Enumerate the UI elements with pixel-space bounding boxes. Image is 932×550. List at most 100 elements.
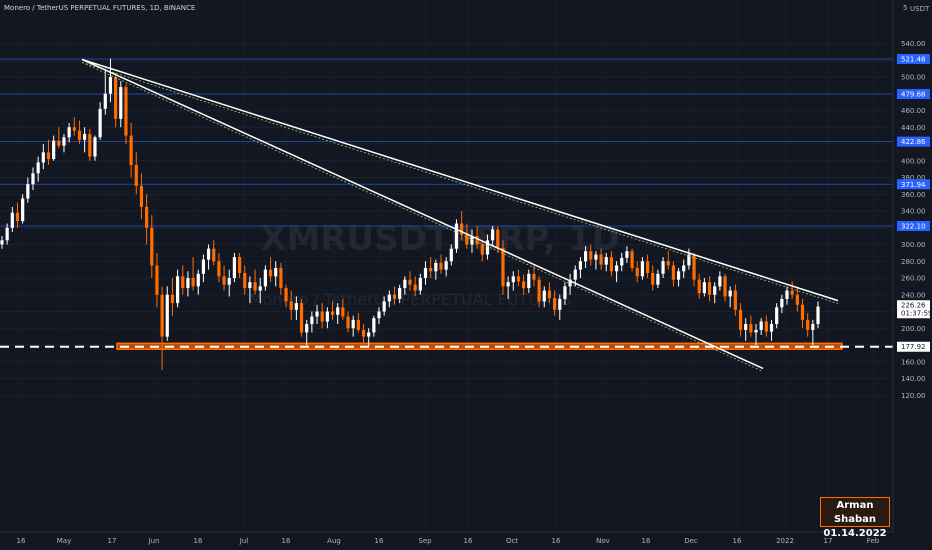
price-level-tag [897, 89, 930, 100]
candle-body [361, 329, 366, 337]
candle-body [413, 284, 417, 291]
candle-body [465, 234, 469, 245]
candle-body [589, 251, 593, 260]
candle-body [547, 290, 552, 299]
candle-body [41, 152, 45, 163]
price-tick-label: 140.00 [901, 375, 926, 383]
candle-body [330, 311, 335, 315]
candle-body [780, 298, 784, 308]
candle-body [816, 306, 820, 325]
candle-body [625, 251, 629, 258]
candle-body [749, 324, 753, 333]
candle-body [310, 316, 314, 325]
watermark-small: Monero / TetherUS PERPETUAL FUTURES [249, 290, 572, 309]
candle-body [583, 251, 588, 262]
candle-body [217, 261, 221, 277]
price-tick-label: 440.00 [901, 124, 926, 132]
price-tick-label: 260.00 [901, 275, 926, 283]
candle-body [656, 273, 660, 285]
support-price-label: 177.92 [901, 343, 926, 351]
current-price-label: 226.26 [901, 301, 926, 309]
candle-body [738, 309, 743, 330]
candle-body [718, 276, 722, 287]
candle-body [811, 324, 815, 330]
candle-body [15, 212, 20, 222]
trendline-guide [81, 62, 764, 372]
candle-body [604, 257, 608, 265]
trendlines[interactable] [81, 58, 839, 372]
price-level-label: 422.86 [901, 138, 926, 146]
candle-body [274, 267, 278, 277]
candle-body [222, 276, 226, 285]
candle-body [532, 273, 536, 280]
candle-body [72, 127, 76, 131]
candle-body [408, 279, 412, 285]
candle-body [191, 278, 195, 287]
candle-body [201, 259, 206, 274]
candle-body [129, 135, 133, 165]
candle-body [609, 257, 614, 272]
candle-body [439, 262, 443, 270]
candle-body [470, 236, 474, 245]
time-tick-label: Aug [327, 537, 341, 545]
price-tick-label: 120.00 [901, 392, 926, 400]
candle-body [263, 269, 267, 287]
candle-body [382, 301, 386, 312]
candle-body [346, 316, 350, 329]
time-axis[interactable]: 16 May 17 Jun 16 Jul 16 Aug 16 Sep 16 Oct 16 Nov 16 Dec… [0, 531, 893, 545]
author-date: 01.14.2022 [823, 528, 887, 539]
time-tick-label: 16 [17, 537, 26, 545]
candle-body [759, 321, 763, 330]
candle-body [460, 223, 464, 235]
price-axis[interactable]: 120.00140.00160.00180.00200.00220.00240.… [892, 0, 932, 532]
price-level-label: 521.48 [901, 56, 926, 64]
candle-body [728, 290, 732, 297]
time-tick-label: 17 [824, 537, 833, 545]
candle-body [62, 137, 66, 146]
support-price-tag [897, 341, 930, 352]
candle-body [418, 278, 422, 291]
candle-body [279, 267, 283, 289]
time-tick-label: 16 [642, 537, 651, 545]
candle-body [599, 254, 603, 265]
candle-body [67, 127, 71, 138]
candle-body [434, 262, 438, 272]
candle-body [537, 279, 541, 302]
candle-body [573, 269, 577, 280]
candle-body [160, 294, 164, 337]
candle-body [268, 269, 273, 277]
candle-body [392, 294, 397, 299]
time-tick-label: Oct [506, 537, 518, 545]
candle-body [594, 254, 598, 260]
price-tick-label: 300.00 [901, 241, 926, 249]
candle-body [744, 324, 748, 330]
candle-body [36, 162, 40, 174]
candle-body [175, 276, 180, 304]
candle-body [196, 273, 200, 287]
candle-body [806, 319, 810, 330]
candle-body [475, 236, 479, 245]
candle-body [563, 286, 567, 299]
candle-body [676, 271, 681, 280]
candle-body [707, 282, 712, 295]
candle-body [145, 206, 149, 228]
candle-body [0, 240, 4, 245]
candle-body [258, 286, 262, 291]
candle-body [114, 77, 118, 119]
candle-body [491, 229, 495, 241]
price-level-label: 479.68 [901, 91, 926, 99]
candle-body [640, 261, 645, 277]
candle-body [227, 278, 231, 285]
time-tick-label: Jun [148, 537, 160, 545]
candle-body [635, 267, 639, 277]
time-tick-label: Feb [867, 537, 880, 545]
price-tick-label: 400.00 [901, 157, 926, 165]
candle-body [398, 288, 402, 299]
candle-body [764, 321, 768, 332]
time-tick-label: Sep [418, 537, 432, 545]
candle-body [124, 87, 128, 136]
trendline-guide [81, 62, 839, 304]
price-level-tag [897, 136, 930, 147]
candle-body [697, 279, 701, 294]
